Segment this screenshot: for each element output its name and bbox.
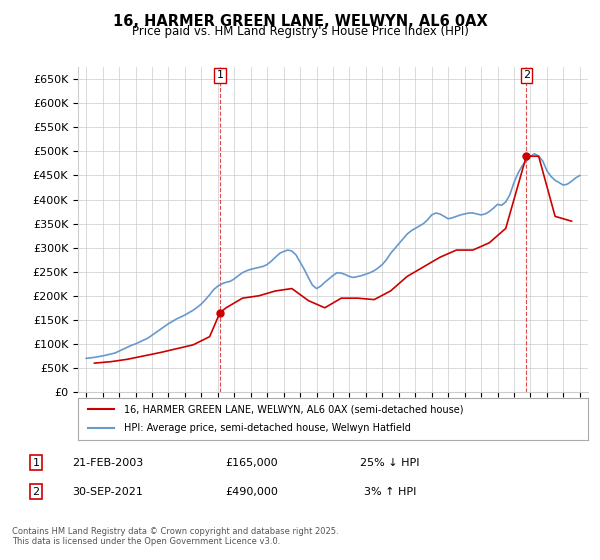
Text: £490,000: £490,000: [226, 487, 278, 497]
Text: 1: 1: [32, 458, 40, 468]
Text: £165,000: £165,000: [226, 458, 278, 468]
Text: 25% ↓ HPI: 25% ↓ HPI: [360, 458, 420, 468]
Text: Contains HM Land Registry data © Crown copyright and database right 2025.
This d: Contains HM Land Registry data © Crown c…: [12, 526, 338, 546]
Text: 3% ↑ HPI: 3% ↑ HPI: [364, 487, 416, 497]
Text: 2: 2: [32, 487, 40, 497]
Text: Price paid vs. HM Land Registry's House Price Index (HPI): Price paid vs. HM Land Registry's House …: [131, 25, 469, 38]
Text: 1: 1: [217, 71, 223, 81]
Text: HPI: Average price, semi-detached house, Welwyn Hatfield: HPI: Average price, semi-detached house,…: [124, 423, 411, 433]
Text: 30-SEP-2021: 30-SEP-2021: [73, 487, 143, 497]
Text: 16, HARMER GREEN LANE, WELWYN, AL6 0AX: 16, HARMER GREEN LANE, WELWYN, AL6 0AX: [113, 14, 487, 29]
Text: 16, HARMER GREEN LANE, WELWYN, AL6 0AX (semi-detached house): 16, HARMER GREEN LANE, WELWYN, AL6 0AX (…: [124, 404, 463, 414]
Text: 21-FEB-2003: 21-FEB-2003: [73, 458, 143, 468]
Text: 2: 2: [523, 71, 530, 81]
